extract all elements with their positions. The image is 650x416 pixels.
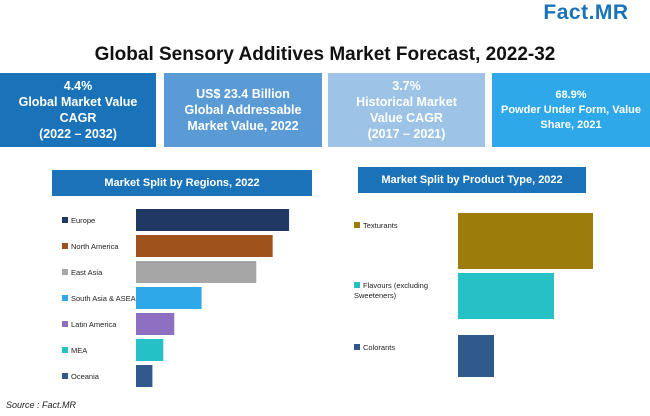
legend-label: Texturants [363,221,398,230]
bar [136,209,290,231]
bar [136,339,164,361]
regions-chart-title: Market Split by Regions, 2022 [52,170,312,196]
legend-swatch [62,269,68,275]
legend-swatch [62,347,68,353]
kpi-historical-cagr: 3.7% Historical Market Value CAGR (2017 … [328,73,485,147]
bar [136,287,202,309]
legend-label: North America [71,242,119,251]
legend-label: East Asia [71,268,103,277]
legend-label: Oceania [71,372,100,381]
legend-label: Europe [71,216,95,225]
kpi-addressable-market-value: US$ 23.4 Billion Global Addressable Mark… [164,73,322,147]
source-note: Source : Fact.MR [6,400,77,410]
kpi-label: Powder Under Form, Value Share, 2021 [501,103,641,131]
kpi-label: Global Addressable Market Value, 2022 [184,103,302,133]
kpi-value: 4.4% [63,79,93,93]
bar [458,335,494,377]
bar [136,313,175,335]
legend-label: South Asia & ASEAN [71,294,141,303]
kpi-value: US$ 23.4 Billion [196,87,290,101]
legend-swatch [62,243,68,249]
kpi-market-value-cagr: 4.4% Global Market Value CAGR (2022 – 20… [0,73,156,147]
factmr-logo: Fact.MR [522,0,650,26]
legend-swatch [62,321,68,327]
kpi-value: 3.7% [392,79,421,93]
product-chart-title: Market Split by Product Type, 2022 [358,167,586,193]
legend-label: Flavours (excluding Sweeteners) [354,281,428,300]
kpi-label: Historical Market Value CAGR (2017 – 202… [356,95,457,141]
legend-swatch [62,295,68,301]
legend-label: MEA [71,346,87,355]
bar [136,261,257,283]
kpi-label: Global Market Value CAGR (2022 – 2032) [18,95,138,141]
legend-swatch [354,222,360,228]
bar [458,213,593,269]
regions-bar-chart: Europe North America East Asia South Asia &… [62,209,290,387]
legend-label: Colorants [363,343,395,352]
kpi-powder-share: 68.9% Powder Under Form, Value Share, 20… [492,73,650,147]
product-bar-chart: Texturants Flavours (excluding Sweeteners)… [354,213,593,377]
legend-label: Latin America [71,320,117,329]
bar [136,365,153,387]
page-title: Global Sensory Additives Market Forecast… [94,44,556,65]
legend-swatch [62,217,68,223]
bar [136,235,273,257]
bar [458,273,554,319]
legend-swatch [62,373,68,379]
legend-swatch [354,344,360,350]
kpi-value: 68.9% [555,88,587,101]
legend-swatch [354,282,360,288]
